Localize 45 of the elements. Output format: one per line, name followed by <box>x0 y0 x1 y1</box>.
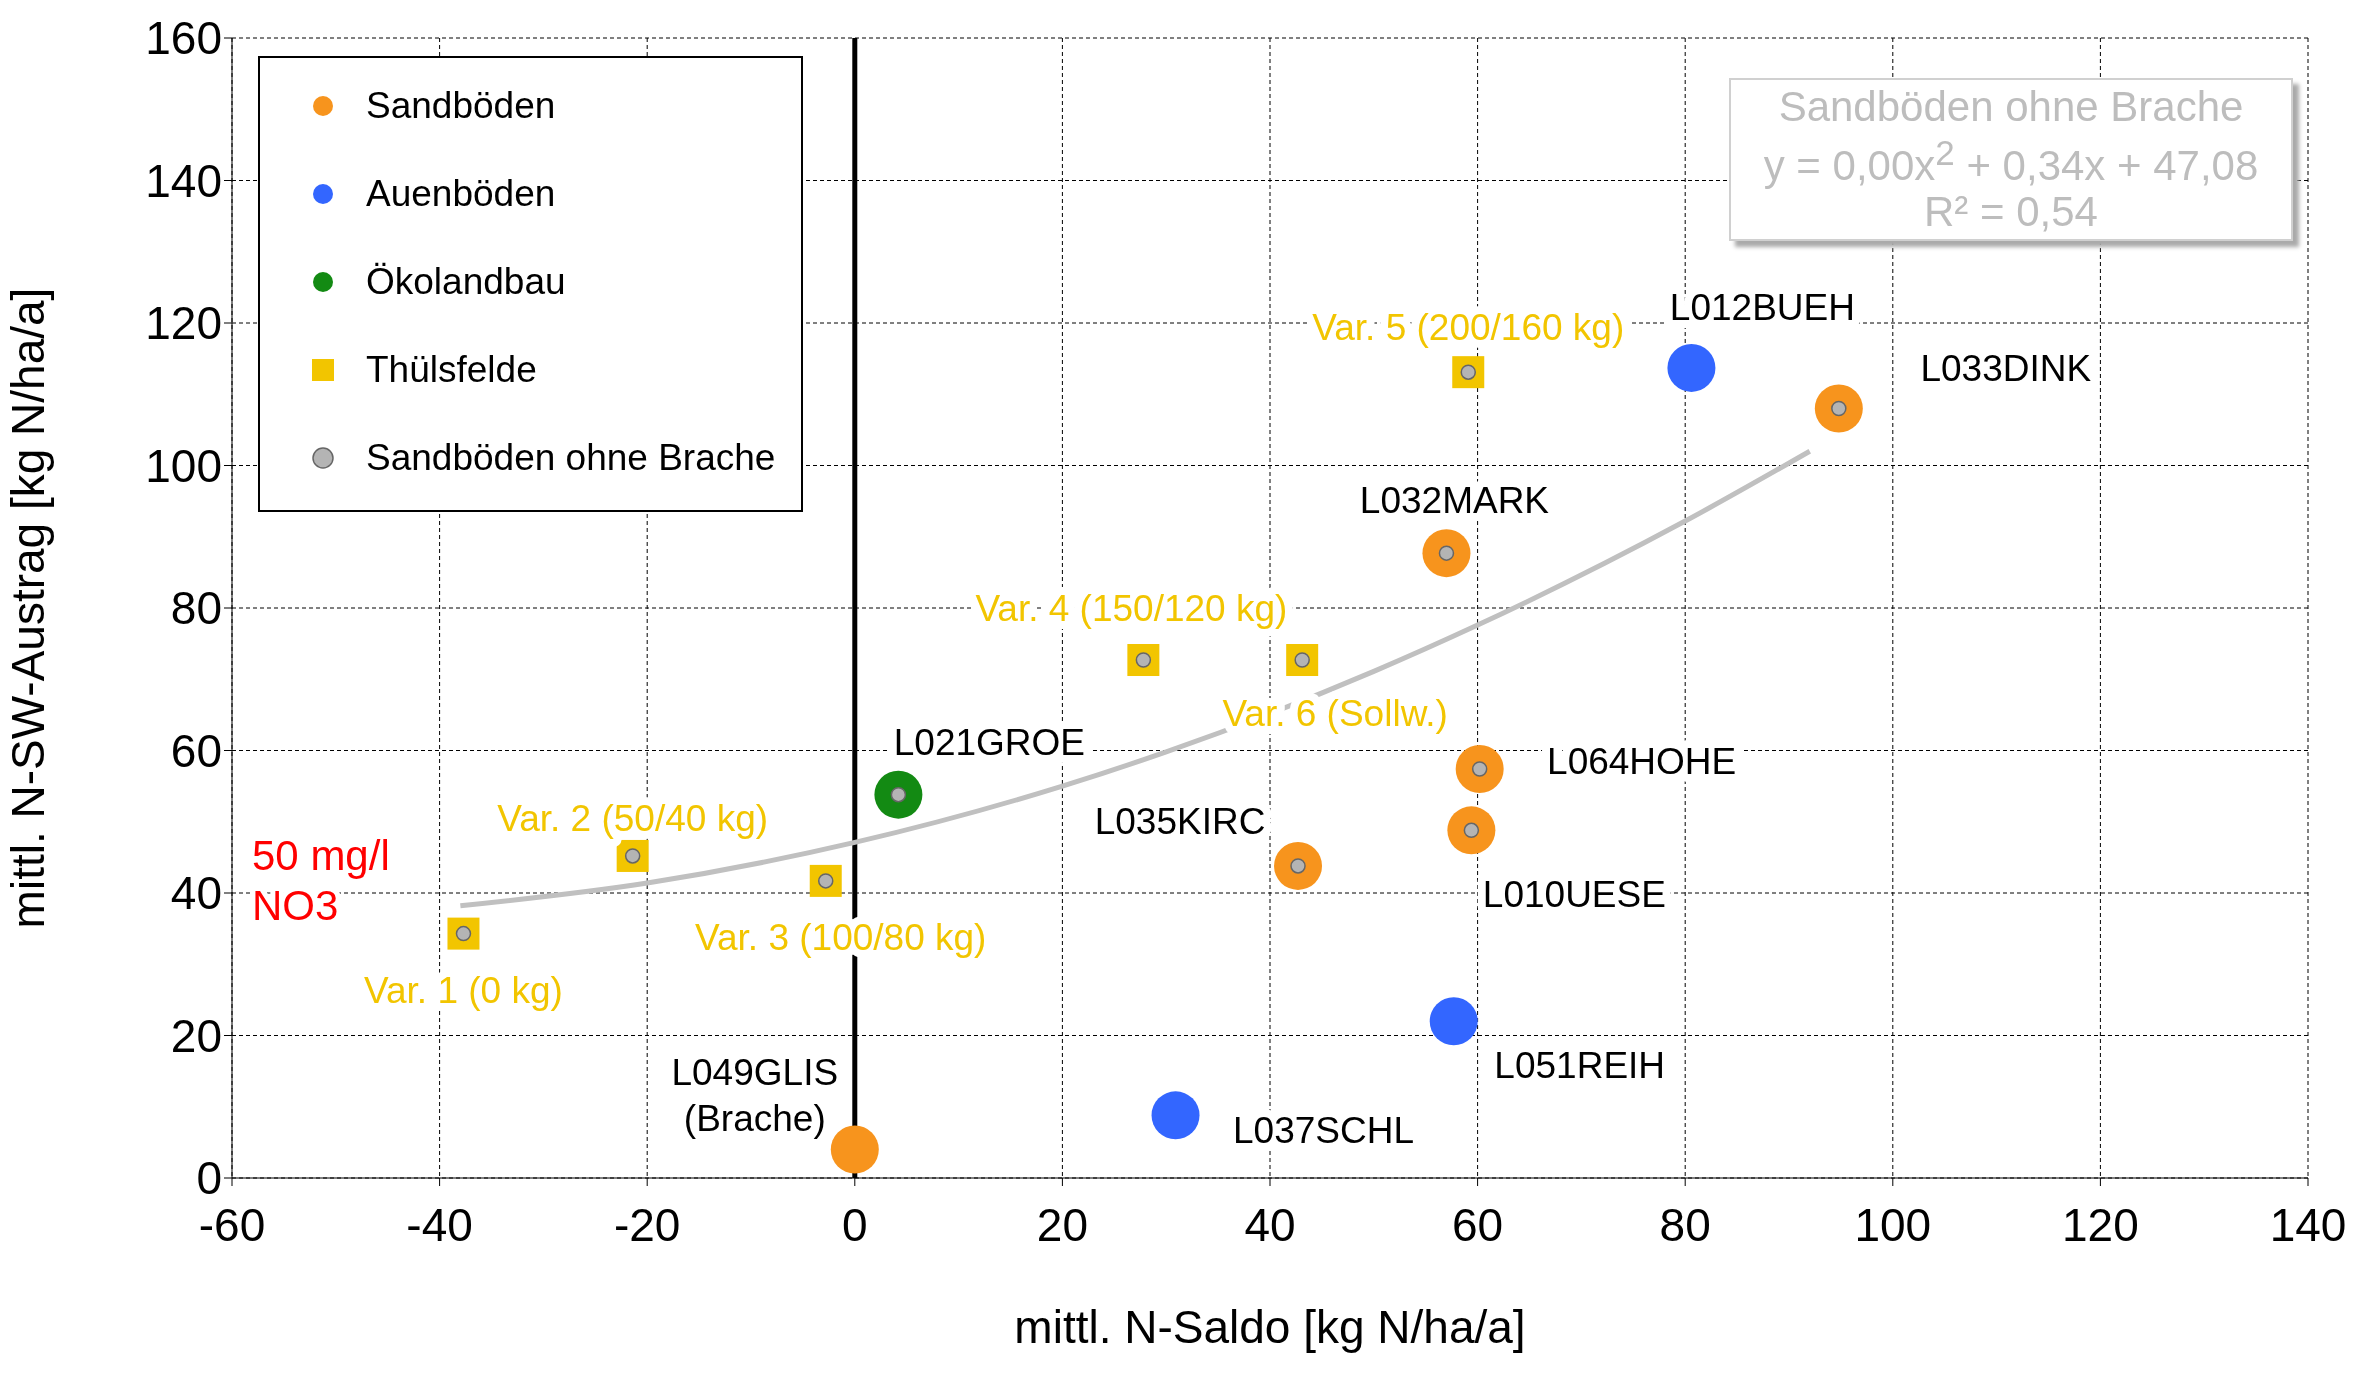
x-tick-label: -40 <box>406 1198 473 1251</box>
y-tick-label: 60 <box>170 724 222 777</box>
y-axis-title: mittl. N-SW-Austrag [kg N/ha/a] <box>2 287 55 929</box>
x-tick-label: 20 <box>1036 1198 1088 1251</box>
x-tick-label: -20 <box>613 1198 681 1251</box>
legend-label: Ökolandbau <box>366 261 566 303</box>
point <box>874 770 923 819</box>
y-tick-label: 160 <box>145 12 222 65</box>
annotation: L033DINK <box>1920 347 2092 388</box>
point <box>1447 806 1496 855</box>
x-tick-label: 60 <box>1452 1198 1504 1251</box>
x-axis-title: mittl. N-Saldo [kg N/ha/a] <box>1014 1301 1526 1353</box>
x-tick-label: 120 <box>2062 1198 2139 1251</box>
annotation: L049GLIS (Brache) <box>671 1051 839 1138</box>
y-tick-label: 20 <box>170 1009 222 1062</box>
point <box>1429 997 1478 1046</box>
y-tick-label: 100 <box>145 439 222 492</box>
point <box>830 1125 879 1174</box>
annotation: Var. 5 (200/160 kg) <box>1312 306 1625 348</box>
annotation: L051REIH <box>1494 1044 1666 1086</box>
x-tick-label: 0 <box>842 1198 868 1251</box>
y-tick-label: 140 <box>145 154 222 207</box>
point <box>1667 343 1716 392</box>
annotation: 50 mg/l NO3 <box>252 832 390 930</box>
x-tick-label: 140 <box>2269 1198 2347 1251</box>
annotation: Var. 6 (Sollw.) <box>1222 692 1448 734</box>
point <box>1151 1091 1200 1140</box>
x-tick-label: 40 <box>1244 1198 1296 1251</box>
annotation: L021GROE <box>893 721 1086 763</box>
x-tick-label: 80 <box>1659 1198 1711 1251</box>
x-tick-label: 100 <box>1854 1198 1932 1251</box>
y-tick-label: 40 <box>170 867 222 920</box>
annotation: L064HOHE <box>1547 740 1737 782</box>
annotation: L012BUEH <box>1669 286 1855 328</box>
y-tick-label: 120 <box>145 297 222 350</box>
annotation: Sandböden ohne Brache y = 0,00x$^{2}$ + 0,34x + 47,08 R² = 0,54 <box>1762 83 2260 235</box>
annotation: L032MARK <box>1359 479 1550 521</box>
legend-label: Sandböden ohne Brache <box>366 437 776 479</box>
annotation: Var. 1 (0 kg) <box>364 969 563 1011</box>
legend-label: Auenböden <box>366 173 556 215</box>
y-tick-label: 80 <box>170 582 222 635</box>
legend-label: Thülsfelde <box>366 349 537 391</box>
legend-label: Sandböden <box>366 85 556 127</box>
annotation: L010UESE <box>1482 873 1666 915</box>
annotation: L037SCHL <box>1233 1109 1415 1151</box>
